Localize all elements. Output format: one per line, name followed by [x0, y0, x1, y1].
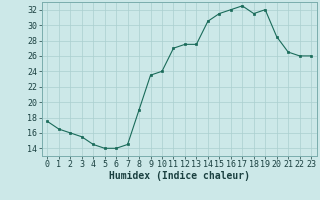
X-axis label: Humidex (Indice chaleur): Humidex (Indice chaleur) [109, 171, 250, 181]
